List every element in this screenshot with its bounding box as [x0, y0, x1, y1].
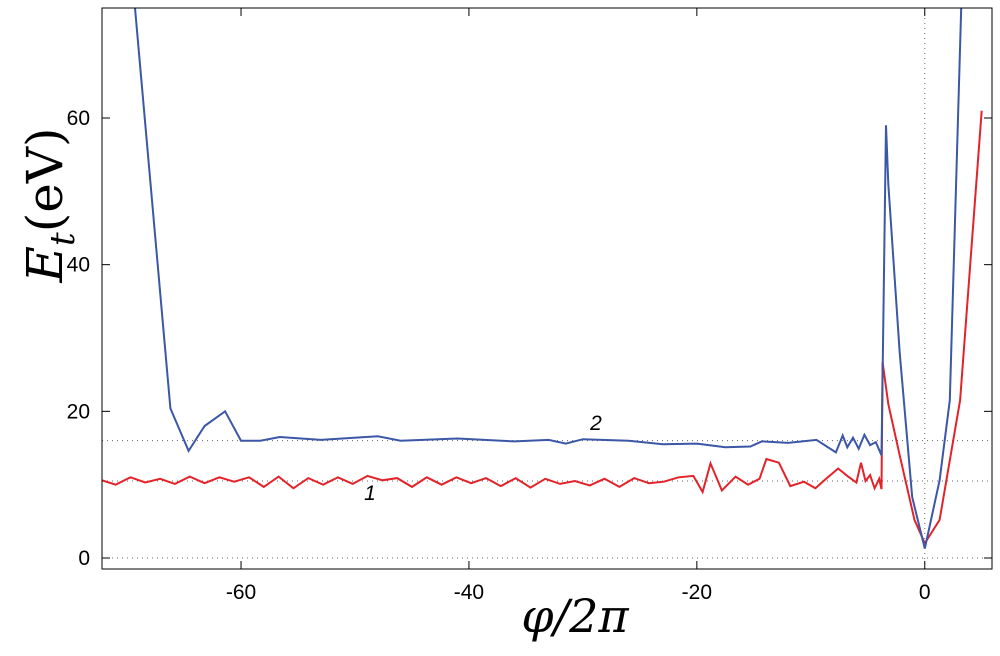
x-axis-label: φ/2π [521, 589, 629, 643]
x-tick-label: -40 [454, 581, 484, 604]
y-tick-label: 40 [67, 254, 90, 277]
series-label: 1 [364, 482, 376, 505]
y-tick-label: 20 [67, 400, 90, 423]
y-label-unit: (eV) [16, 128, 74, 233]
x-tick-label: -20 [682, 581, 712, 604]
x-tick-label: 0 [919, 581, 931, 604]
series-line [102, 110, 983, 546]
y-label-subscript: t [43, 232, 83, 246]
frame [101, 7, 993, 570]
series-label: 2 [589, 412, 602, 435]
series-line [134, 8, 963, 549]
y-tick-label: 60 [67, 107, 90, 130]
y-tick-label: 0 [78, 547, 90, 570]
y-axis-label: Et(eV) [16, 128, 83, 284]
plot-area [102, 8, 992, 569]
y-label-symbol: E [16, 246, 74, 284]
x-tick-label: -60 [226, 581, 256, 604]
